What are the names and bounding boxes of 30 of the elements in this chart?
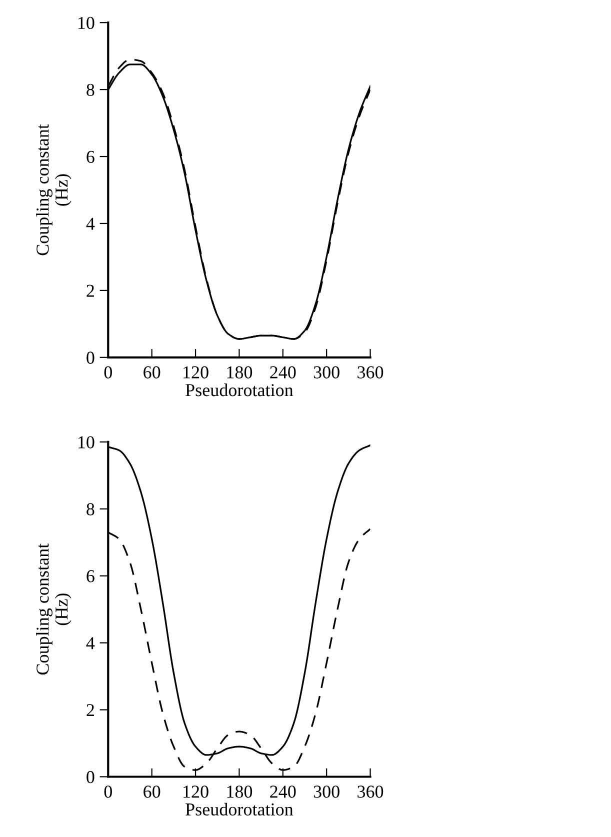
x-tick-label: 180 bbox=[227, 366, 252, 378]
x-tick-label: 120 bbox=[184, 786, 208, 798]
x-tick-label: 120 bbox=[184, 366, 208, 378]
y-tick-label: 2 bbox=[86, 284, 94, 297]
y-tick-label: 6 bbox=[86, 570, 94, 582]
x-tick-label: 60 bbox=[144, 366, 160, 378]
y-tick-label: 4 bbox=[86, 218, 95, 230]
y-axis-title: Coupling constant (Hz) bbox=[36, 124, 72, 256]
y-tick-label: 10 bbox=[78, 16, 94, 30]
x-tick-label: 0 bbox=[104, 366, 112, 378]
x-tick-label: 180 bbox=[227, 786, 252, 798]
y-tick-label: 8 bbox=[86, 503, 94, 516]
x-tick-label: 360 bbox=[358, 786, 384, 798]
x-axis-title: Pseudorotation bbox=[186, 383, 294, 396]
y-tick-label: 0 bbox=[86, 770, 94, 784]
x-tick-label: 360 bbox=[358, 366, 384, 378]
x-tick-label: 300 bbox=[314, 366, 340, 378]
x-tick-label: 300 bbox=[314, 786, 340, 798]
y-tick-label: 4 bbox=[86, 637, 95, 650]
y-tick-label: 6 bbox=[86, 150, 94, 163]
y-tick-label: 2 bbox=[86, 704, 94, 716]
x-tick-label: 240 bbox=[270, 786, 296, 798]
y-tick-label: 8 bbox=[86, 84, 94, 96]
x-tick-label: 240 bbox=[270, 366, 296, 378]
x-tick-label: 0 bbox=[104, 786, 112, 798]
x-tick-label: 60 bbox=[144, 786, 160, 798]
x-axis-title: Pseudorotation bbox=[186, 802, 294, 816]
y-axis-title: Coupling constant (Hz) bbox=[36, 543, 72, 675]
y-tick-label: 10 bbox=[78, 436, 94, 448]
y-tick-label: 0 bbox=[86, 352, 94, 364]
